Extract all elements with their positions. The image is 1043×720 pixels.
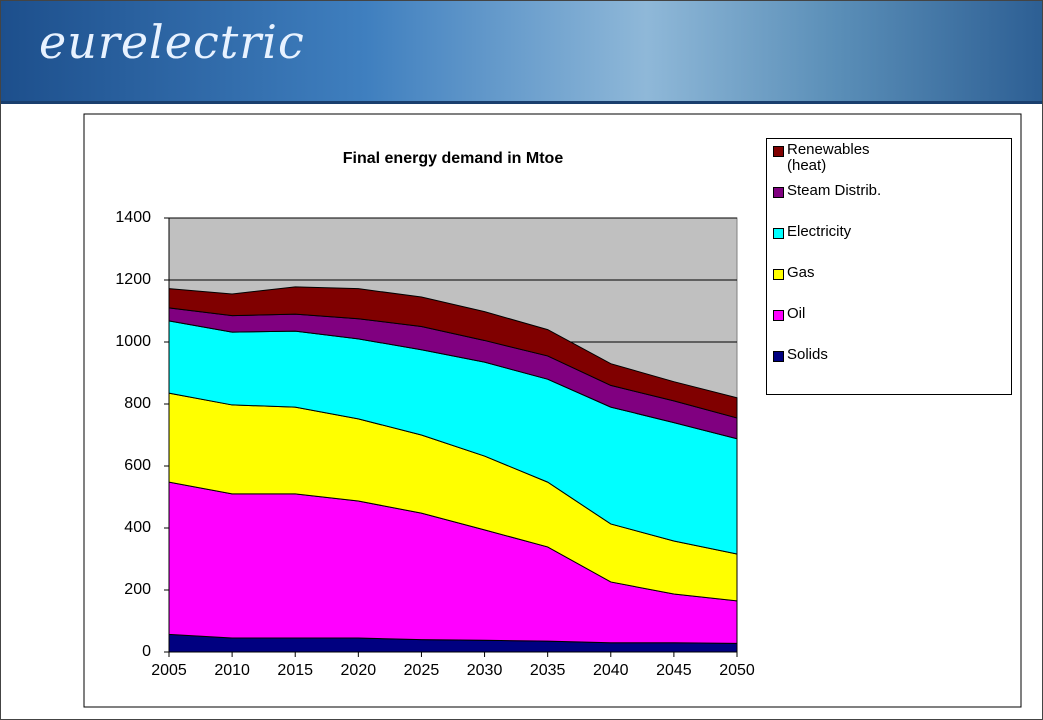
chart-title: Final energy demand in Mtoe [343,150,564,167]
logo: eurelectric [39,15,305,69]
legend-label: Electricity [787,223,852,240]
y-tick-label: 800 [124,395,151,412]
legend-swatch [773,187,784,198]
legend-label: Oil [787,305,806,322]
banner: eurelectric [1,1,1042,104]
legend-label: Gas [787,264,815,281]
x-tick-label: 2050 [719,662,755,679]
y-tick-label: 1000 [115,333,151,350]
x-tick-label: 2015 [277,662,313,679]
y-tick-label: 600 [124,457,151,474]
x-tick-label: 2020 [341,662,377,679]
legend-swatch [773,351,784,362]
y-tick-label: 200 [124,581,151,598]
legend-label: Renewables (heat) [787,141,870,174]
x-tick-label: 2025 [404,662,440,679]
x-tick-label: 2035 [530,662,566,679]
x-tick-label: 2005 [151,662,187,679]
x-tick-label: 2045 [656,662,692,679]
legend-swatch [773,269,784,280]
y-tick-label: 1200 [115,271,151,288]
y-tick-label: 1400 [115,209,151,226]
x-tick-label: 2010 [214,662,250,679]
legend-swatch [773,310,784,321]
legend: Renewables (heat) Steam Distrib. Electrici… [766,138,1012,395]
x-tick-label: 2030 [467,662,503,679]
legend-swatch [773,146,784,157]
y-tick-label: 400 [124,519,151,536]
legend-label: Solids [787,346,828,363]
y-tick-label: 0 [142,643,151,660]
legend-swatch [773,228,784,239]
area [168,286,738,419]
x-tick-label: 2040 [593,662,629,679]
legend-label: Steam Distrib. [787,182,882,199]
